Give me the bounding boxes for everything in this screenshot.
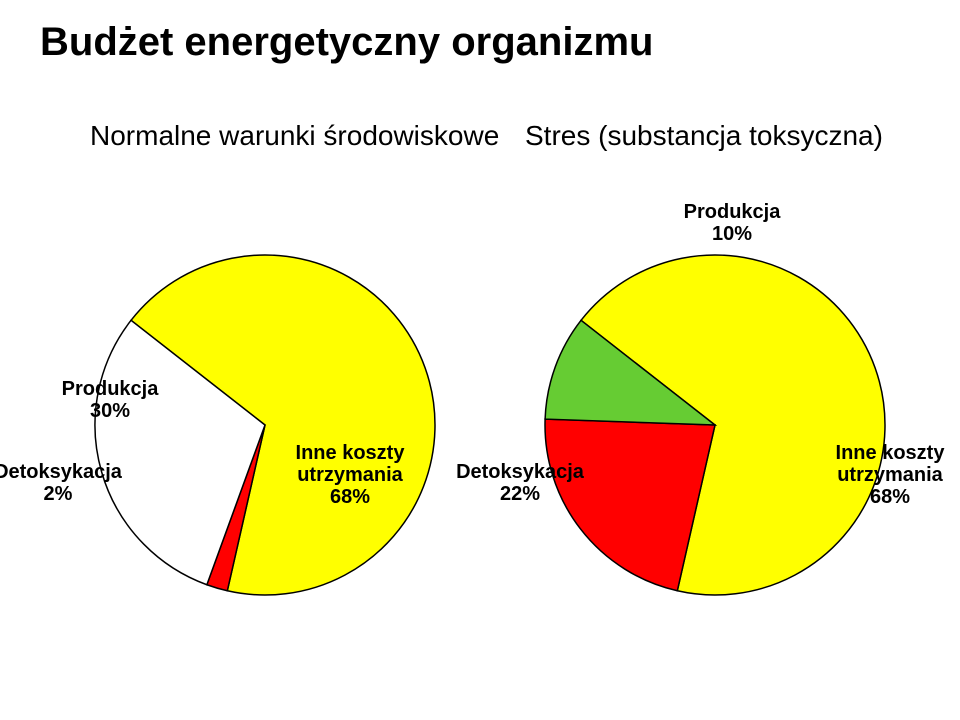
subtitle-right: Stres (substancja toksyczna)	[525, 120, 883, 152]
svg-text:Detoksykacja: Detoksykacja	[456, 461, 585, 483]
pie-chart-left: Inne kosztyutrzymania68%Detoksykacja2%Pr…	[40, 180, 470, 600]
svg-text:68%: 68%	[870, 486, 910, 508]
svg-text:Inne koszty: Inne koszty	[296, 442, 406, 464]
svg-text:22%: 22%	[500, 483, 540, 505]
svg-text:Inne koszty: Inne koszty	[836, 442, 946, 464]
pie-chart-right: Inne kosztyutrzymania68%Detoksykacja22%P…	[500, 180, 930, 600]
svg-text:utrzymania: utrzymania	[297, 464, 403, 486]
slice-label: Detoksykacja2%	[0, 461, 123, 505]
slice-label: Produkcja10%	[684, 201, 782, 245]
svg-text:10%: 10%	[712, 223, 752, 245]
svg-text:2%: 2%	[44, 483, 73, 505]
subtitle-left: Normalne warunki środowiskowe	[90, 120, 499, 152]
svg-text:Produkcja: Produkcja	[684, 201, 782, 223]
page: Budżet energetyczny organizmu Normalne w…	[0, 0, 960, 720]
page-title: Budżet energetyczny organizmu	[40, 20, 653, 65]
svg-text:utrzymania: utrzymania	[837, 464, 943, 486]
svg-text:68%: 68%	[330, 486, 370, 508]
svg-text:30%: 30%	[90, 400, 130, 422]
svg-text:Detoksykacja: Detoksykacja	[0, 461, 123, 483]
svg-text:Produkcja: Produkcja	[62, 378, 160, 400]
